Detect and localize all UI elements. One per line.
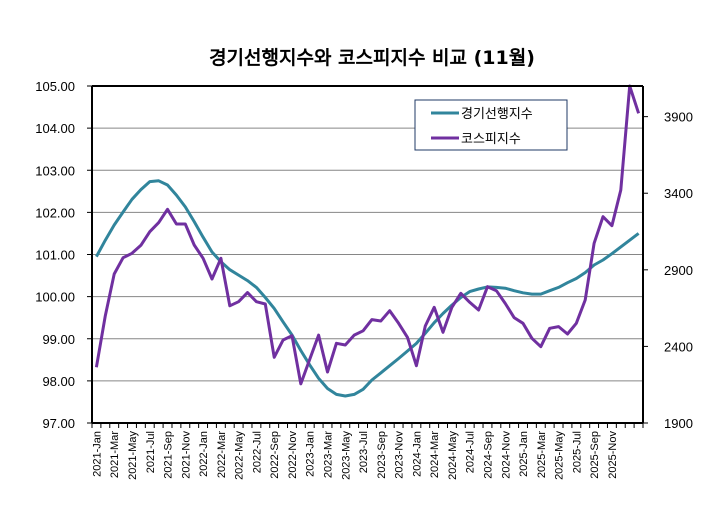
x-tick-label: 2022-Mar <box>216 431 228 478</box>
x-tick-label: 2025-Nov <box>607 431 619 479</box>
legend-box <box>414 99 568 151</box>
x-tick-label: 2021-Nov <box>180 431 192 479</box>
y-left-tick-label: 104.00 <box>35 121 75 136</box>
x-tick-label: 2024-Sep <box>482 431 494 479</box>
y-axis-right-ticks: 1900 2400 2900 3400 3900 <box>643 110 693 431</box>
x-tick-label: 2022-May <box>234 431 246 480</box>
x-tick-label: 2022-Jul <box>251 431 263 473</box>
x-tick-label: 2021-Jan <box>91 431 103 477</box>
y-right-tick-label: 2400 <box>664 339 693 354</box>
y-left-tick-label: 101.00 <box>35 248 75 263</box>
x-tick-label: 2024-Mar <box>429 431 441 478</box>
y-right-tick-label: 3900 <box>664 110 693 125</box>
series-lines <box>94 84 641 398</box>
y-left-tick-label: 99.00 <box>42 332 75 347</box>
x-tick-label: 2025-Mar <box>536 431 548 478</box>
y-right-tick-label: 2900 <box>664 263 693 278</box>
y-left-tick-label: 100.00 <box>35 290 75 305</box>
x-tick-label: 2021-Mar <box>109 431 121 478</box>
x-tick-label: 2021-May <box>127 431 139 480</box>
x-tick-label: 2023-Jul <box>358 431 370 473</box>
x-tick-label: 2024-Jul <box>465 431 477 473</box>
y-right-tick-label: 3400 <box>664 186 693 201</box>
x-tick-label: 2025-May <box>554 431 566 480</box>
legend-label-leading-index: 경기선행지수 <box>461 106 533 122</box>
legend: 경기선행지수 코스피지수 <box>414 99 568 151</box>
chart-title: 경기선행지수와 코스피지수 비교 (11월) <box>209 47 535 69</box>
x-tick-label: 2024-Nov <box>500 431 512 479</box>
x-tick-label: 2023-May <box>340 431 352 480</box>
series-line-leading-index <box>95 179 640 398</box>
x-tick-label: 2022-Sep <box>269 431 281 479</box>
x-tick-label: 2021-Sep <box>163 431 175 479</box>
x-tick-label: 2025-Jul <box>571 431 583 473</box>
y-left-tick-label: 102.00 <box>35 205 75 220</box>
y-axis-left-ticks: 97.00 98.00 99.00 100.00 101.00 102.00 103.00 1… <box>35 79 92 431</box>
x-tick-label: 2023-Sep <box>376 431 388 479</box>
gridlines <box>92 85 643 382</box>
x-tick-label: 2021-Jul <box>145 431 157 473</box>
y-left-tick-label: 103.00 <box>35 163 75 178</box>
x-tick-label: 2025-Sep <box>589 431 601 479</box>
y-right-tick-label: 1900 <box>664 416 693 431</box>
x-tick-label: 2023-Mar <box>323 431 335 478</box>
x-tick-label: 2023-Jan <box>305 431 317 477</box>
x-tick-label: 2023-Nov <box>394 431 406 479</box>
x-tick-label: 2024-May <box>447 431 459 480</box>
legend-label-kospi: 코스피지수 <box>461 132 521 147</box>
series-line-kospi <box>94 84 641 386</box>
x-tick-label: 2024-Jan <box>411 431 423 477</box>
x-axis-ticks: 2021-Jan 2021-Mar 2021-May 2021-Jul 2021-Sep… <box>91 423 644 480</box>
x-tick-label: 2025-Jan <box>518 431 530 477</box>
x-tick-label: 2022-Nov <box>287 431 299 479</box>
y-left-tick-label: 98.00 <box>42 374 75 389</box>
y-left-tick-label: 97.00 <box>42 416 75 431</box>
x-tick-label: 2022-Jan <box>198 431 210 477</box>
y-left-tick-label: 105.00 <box>35 79 75 94</box>
